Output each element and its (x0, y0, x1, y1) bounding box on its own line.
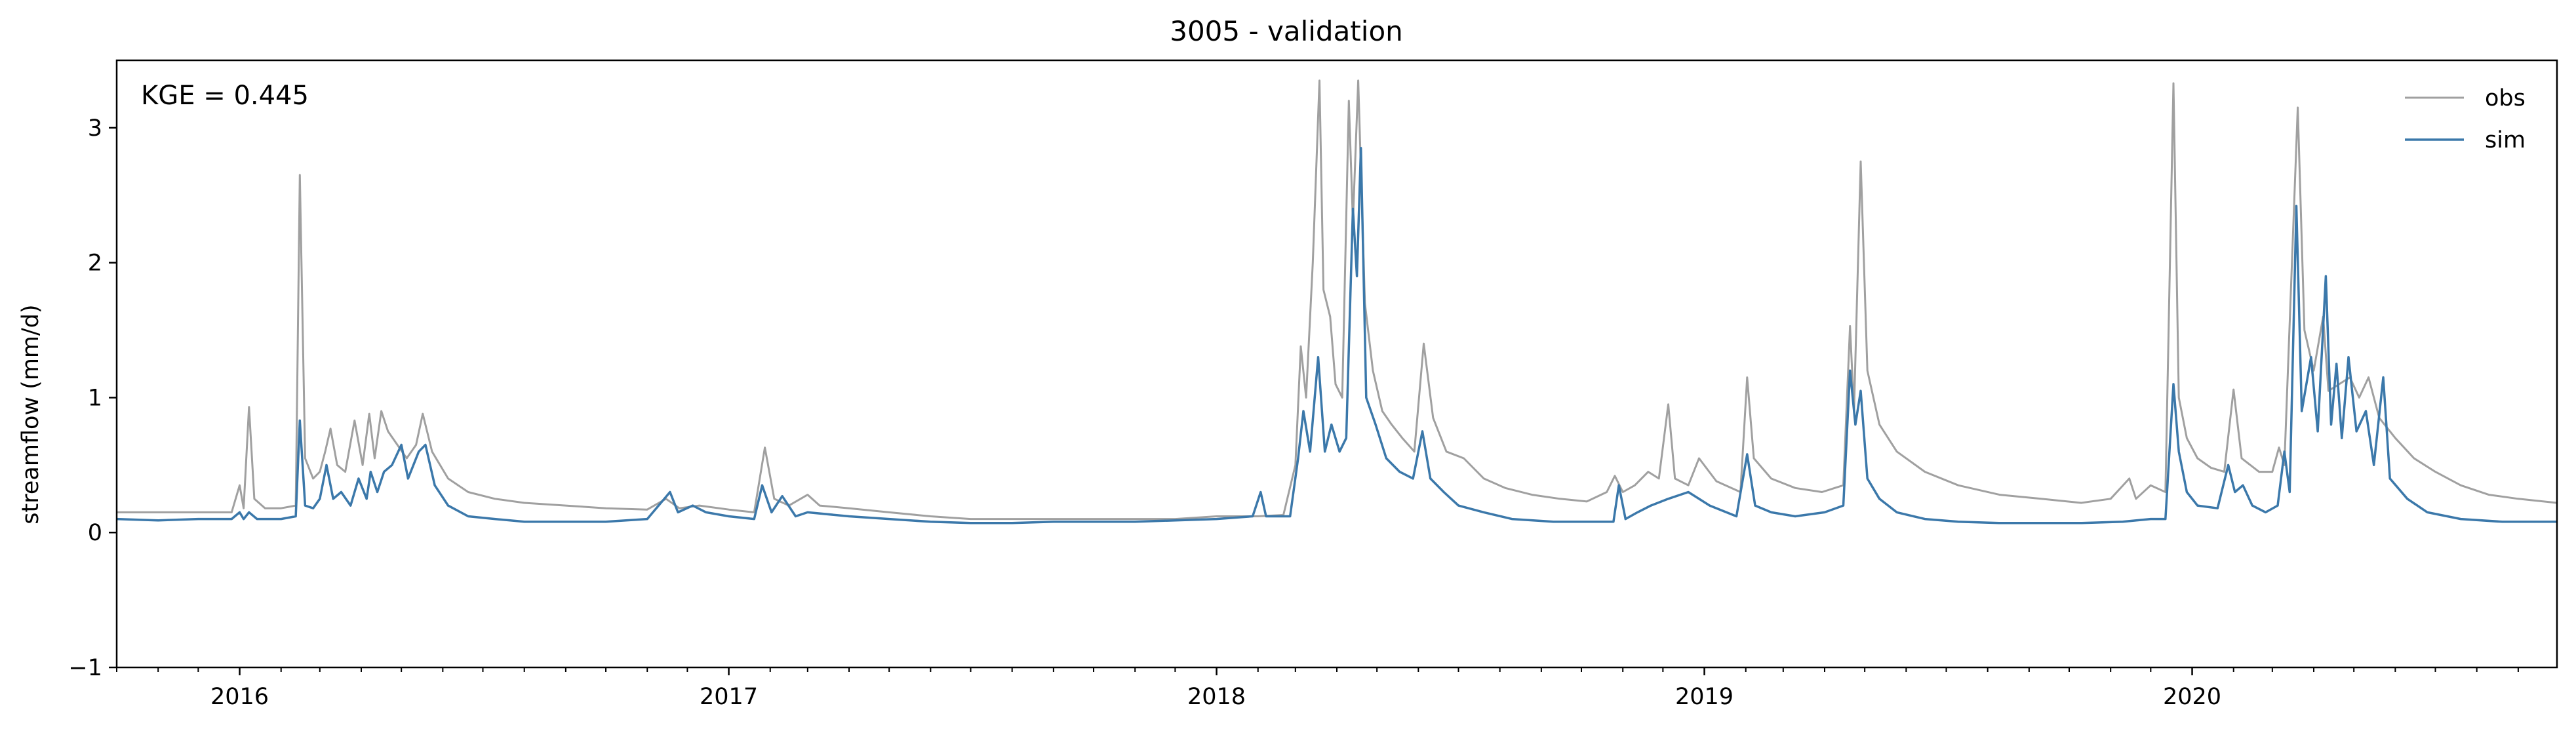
chart-title: 3005 - validation (1170, 15, 1403, 47)
y-tick-label: 1 (88, 385, 102, 411)
legend: obs sim (2405, 85, 2526, 153)
y-tick-label: −1 (68, 655, 102, 681)
y-axis: −1 0 1 2 3 (68, 115, 117, 681)
x-tick-label: 2018 (1187, 684, 1246, 710)
x-tick-label: 2017 (700, 684, 758, 710)
y-tick-label: 3 (88, 115, 102, 142)
x-tick-label: 2019 (1675, 684, 1734, 710)
y-tick-label: 2 (88, 250, 102, 277)
series-line-obs (117, 79, 2558, 521)
y-tick-label: 0 (88, 520, 102, 546)
series-line-sim (116, 147, 2557, 525)
plot-area (116, 79, 2558, 525)
x-tick-label: 2020 (2163, 684, 2221, 710)
y-axis-label: streamflow (mm/d) (18, 304, 44, 524)
legend-label-obs: obs (2485, 85, 2526, 111)
kge-annotation: KGE = 0.445 (141, 81, 309, 111)
legend-label-sim: sim (2485, 127, 2526, 153)
x-tick-label: 2016 (210, 684, 269, 710)
plot-frame (115, 59, 2558, 669)
